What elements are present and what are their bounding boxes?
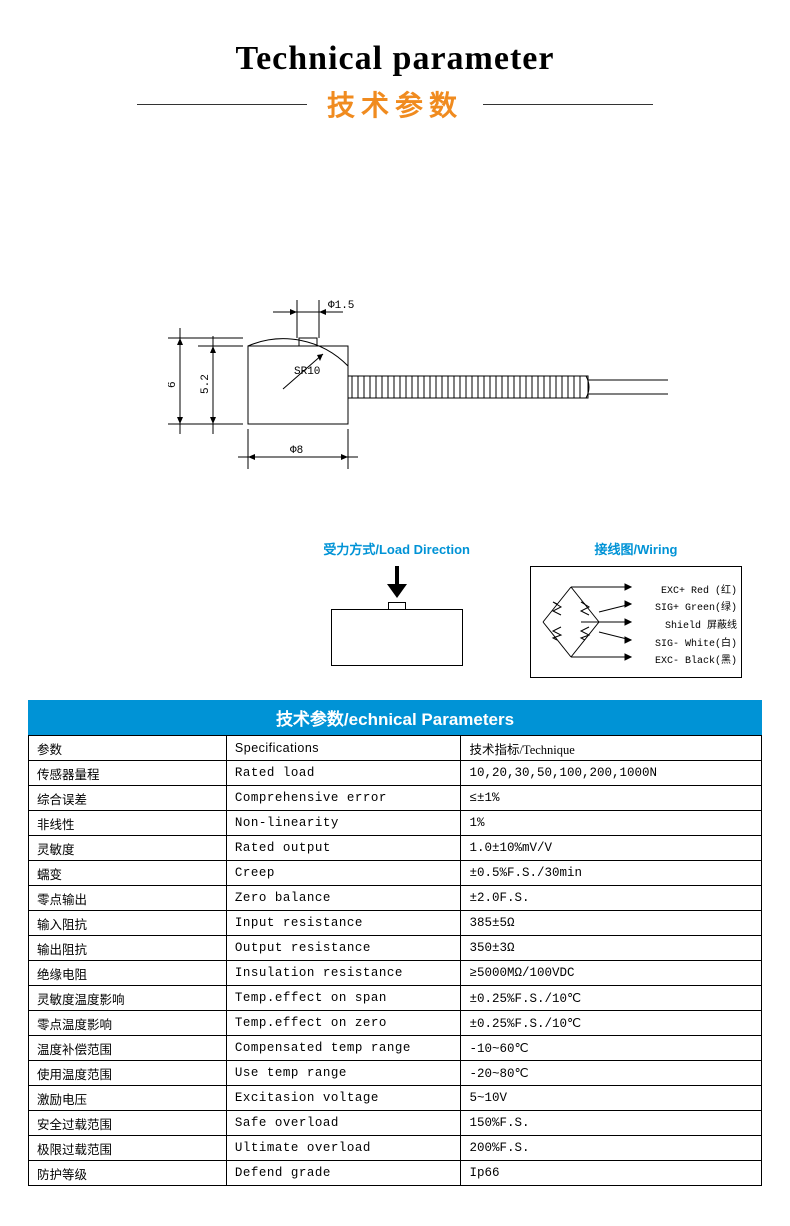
cell-spec: Insulation resistance [226, 961, 461, 986]
cell-value: 150%F.S. [461, 1111, 762, 1136]
table-row: 使用温度范围Use temp range-20~80℃ [29, 1061, 762, 1086]
cell-spec: Zero balance [226, 886, 461, 911]
cell-value: -10~60℃ [461, 1036, 762, 1061]
table-row: 零点温度影响Temp.effect on zero±0.25%F.S./10℃ [29, 1011, 762, 1036]
dim-h1: 6 [168, 381, 179, 388]
cell-spec: Temp.effect on span [226, 986, 461, 1011]
dim-h2: 5.2 [200, 374, 212, 394]
cell-spec: Ultimate overload [226, 1136, 461, 1161]
table-row: 安全过载范围Safe overload150%F.S. [29, 1111, 762, 1136]
wiring-label: 接线图/Wiring [595, 539, 678, 558]
cell-param: 输出阻抗 [29, 936, 227, 961]
cell-spec: Rated load [226, 761, 461, 786]
cell-spec: Compensated temp range [226, 1036, 461, 1061]
cell-param: 温度补偿范围 [29, 1036, 227, 1061]
cell-param: 极限过载范围 [29, 1136, 227, 1161]
table-row: 绝缘电阻Insulation resistance≥5000MΩ/100VDC [29, 961, 762, 986]
table-row: 激励电压Excitasion voltage5~10V [29, 1086, 762, 1111]
cell-spec: Non-linearity [226, 811, 461, 836]
dim-d1: Φ1.5 [328, 300, 354, 312]
cell-value: 10,20,30,50,100,200,1000N [461, 761, 762, 786]
col-header-param: 参数 [29, 736, 227, 761]
dimensional-drawing: Φ1.5 SR10 [168, 294, 762, 494]
wire-exc-plus: EXC+ Red (红) [661, 581, 737, 597]
cell-value: ±0.25%F.S./10℃ [461, 1011, 762, 1036]
cell-param: 使用温度范围 [29, 1061, 227, 1086]
table-row: 非线性Non-linearity1% [29, 811, 762, 836]
cell-value: 1.0±10%mV/V [461, 836, 762, 861]
cell-spec: Temp.effect on zero [226, 1011, 461, 1036]
cell-value: ±2.0F.S. [461, 886, 762, 911]
col-header-spec: Specifications [226, 736, 461, 761]
dim-d2: Φ8 [290, 445, 303, 457]
table-row: 温度补偿范围Compensated temp range-10~60℃ [29, 1036, 762, 1061]
cell-param: 安全过载范围 [29, 1111, 227, 1136]
cell-param: 传感器量程 [29, 761, 227, 786]
table-row: 蠕变Creep±0.5%F.S./30min [29, 861, 762, 886]
cell-value: ≥5000MΩ/100VDC [461, 961, 762, 986]
cell-param: 综合误差 [29, 786, 227, 811]
load-direction-label: 受力方式/Load Direction [323, 539, 470, 558]
cell-value: 385±5Ω [461, 911, 762, 936]
table-row: 极限过载范围Ultimate overload200%F.S. [29, 1136, 762, 1161]
cell-param: 零点输出 [29, 886, 227, 911]
cell-spec: Safe overload [226, 1111, 461, 1136]
load-nub [388, 602, 406, 609]
cell-value: -20~80℃ [461, 1061, 762, 1086]
table-row: 防护等级Defend gradeIp66 [29, 1161, 762, 1186]
cell-value: ≤±1% [461, 786, 762, 811]
dim-radius: SR10 [294, 366, 320, 378]
cell-param: 蠕变 [29, 861, 227, 886]
table-row: 灵敏度Rated output1.0±10%mV/V [29, 836, 762, 861]
col-header-technique: 技术指标/Technique [461, 736, 762, 761]
title-rule-right [483, 104, 653, 105]
cell-value: Ip66 [461, 1161, 762, 1186]
cell-param: 输入阻抗 [29, 911, 227, 936]
title-rule-left [137, 104, 307, 105]
wire-sig-minus: SIG- White(白) [655, 634, 737, 650]
table-row: 输出阻抗Output resistance350±3Ω [29, 936, 762, 961]
table-row: 零点输出Zero balance±2.0F.S. [29, 886, 762, 911]
cell-spec: Excitasion voltage [226, 1086, 461, 1111]
cell-spec: Output resistance [226, 936, 461, 961]
load-block [331, 609, 463, 666]
table-row: 综合误差Comprehensive error≤±1% [29, 786, 762, 811]
cell-value: 5~10V [461, 1086, 762, 1111]
wiring-diagram: EXC+ Red (红) SIG+ Green(绿) Shield 屏蔽线 SI… [530, 566, 742, 678]
wire-sig-plus: SIG+ Green(绿) [655, 598, 737, 614]
spec-table: 参数 Specifications 技术指标/Technique 传感器量程Ra… [28, 735, 762, 1186]
cell-param: 绝缘电阻 [29, 961, 227, 986]
cell-spec: Use temp range [226, 1061, 461, 1086]
title-chinese: 技术参数 [327, 84, 463, 124]
table-title-bar: 技术参数/echnical Parameters [28, 700, 762, 735]
cell-spec: Input resistance [226, 911, 461, 936]
load-direction-block: 受力方式/Load Direction [323, 539, 470, 666]
title-block: Technical parameter 技术参数 [28, 40, 762, 124]
wiring-block: 接线图/Wiring [530, 539, 742, 678]
table-header-row: 参数 Specifications 技术指标/Technique [29, 736, 762, 761]
cell-value: 1% [461, 811, 762, 836]
table-row: 灵敏度温度影响Temp.effect on span±0.25%F.S./10℃ [29, 986, 762, 1011]
wire-exc-minus: EXC- Black(黑) [655, 651, 737, 667]
cell-value: 350±3Ω [461, 936, 762, 961]
cell-param: 防护等级 [29, 1161, 227, 1186]
title-english: Technical parameter [28, 40, 762, 78]
cell-param: 激励电压 [29, 1086, 227, 1111]
table-row: 传感器量程Rated load10,20,30,50,100,200,1000N [29, 761, 762, 786]
cell-spec: Creep [226, 861, 461, 886]
cell-param: 零点温度影响 [29, 1011, 227, 1036]
cell-value: 200%F.S. [461, 1136, 762, 1161]
cell-param: 灵敏度 [29, 836, 227, 861]
table-row: 输入阻抗Input resistance385±5Ω [29, 911, 762, 936]
cell-value: ±0.25%F.S./10℃ [461, 986, 762, 1011]
cell-spec: Rated output [226, 836, 461, 861]
cell-param: 非线性 [29, 811, 227, 836]
cell-param: 灵敏度温度影响 [29, 986, 227, 1011]
cell-spec: Defend grade [226, 1161, 461, 1186]
cell-spec: Comprehensive error [226, 786, 461, 811]
arrow-down-icon [387, 566, 407, 602]
wire-shield: Shield 屏蔽线 [665, 616, 737, 632]
cell-value: ±0.5%F.S./30min [461, 861, 762, 886]
